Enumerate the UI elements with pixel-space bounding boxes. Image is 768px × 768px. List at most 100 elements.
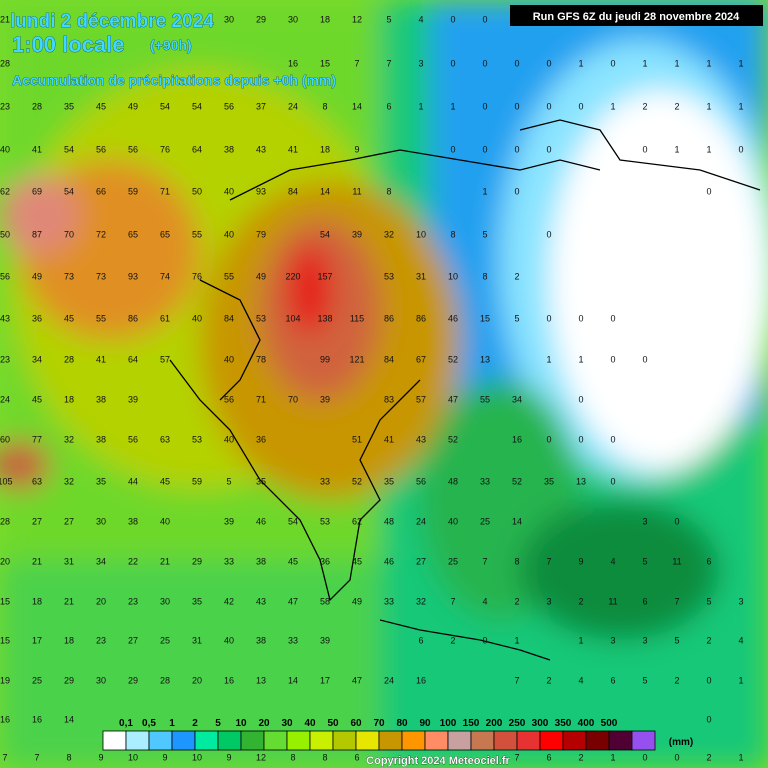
value-grid: 21 30 29 30 18 12 5 4 0 028 16 15 7 7 3 0 0 0 0 1 0 1 1 1 123 28 3… <box>0 14 744 762</box>
title-lead: (+90h) <box>150 37 192 53</box>
grid-value: 39 <box>224 516 234 526</box>
colorbar-label: 150 <box>463 718 480 729</box>
grid-value: 2 <box>514 271 519 281</box>
coastlines <box>169 119 761 661</box>
grid-value: 54 <box>64 144 74 154</box>
grid-value: 45 <box>64 313 74 323</box>
grid-value: 6 <box>610 675 615 685</box>
grid-value: 4 <box>610 556 615 566</box>
grid-value: 53 <box>256 313 266 323</box>
grid-value: 23 <box>0 354 10 364</box>
grid-value: 17 <box>320 675 330 685</box>
colorbar-swatch <box>355 730 380 751</box>
colorbar-label: 20 <box>258 718 270 729</box>
grid-value: 30 <box>96 675 106 685</box>
grid-value: 14 <box>352 101 362 111</box>
grid-value: 43 <box>0 313 10 323</box>
grid-value: 0 <box>546 313 551 323</box>
grid-value: 8 <box>322 752 327 762</box>
run-banner <box>510 5 763 26</box>
grid-value: 3 <box>642 516 647 526</box>
grid-value: 19 <box>0 675 10 685</box>
grid-value: 45 <box>32 394 42 404</box>
grid-value: 35 <box>192 596 202 606</box>
grid-value: 1 <box>738 752 743 762</box>
grid-value: 52 <box>448 354 458 364</box>
grid-value: 45 <box>288 556 298 566</box>
grid-value: 0 <box>482 58 487 68</box>
grid-value: 0 <box>610 434 615 444</box>
grid-value: 7 <box>450 596 455 606</box>
colorbar-swatch <box>286 730 311 751</box>
grid-value: 53 <box>192 434 202 444</box>
grid-value: 55 <box>480 394 490 404</box>
grid-value: 24 <box>384 675 394 685</box>
grid-value: 10 <box>128 752 138 762</box>
grid-value: 8 <box>482 271 487 281</box>
colorbar-swatch <box>539 730 564 751</box>
grid-value: 7 <box>354 58 359 68</box>
colorbar-label: 250 <box>509 718 526 729</box>
grid-value: 20 <box>96 596 106 606</box>
colorbar-label: 40 <box>304 718 316 729</box>
grid-value: 0 <box>674 516 679 526</box>
grid-value: 54 <box>192 101 202 111</box>
grid-value: 28 <box>64 354 74 364</box>
grid-value: 4 <box>482 596 487 606</box>
grid-value: 5 <box>642 556 647 566</box>
grid-value: 78 <box>256 354 266 364</box>
grid-value: 71 <box>160 186 170 196</box>
grid-value: 10 <box>416 229 426 239</box>
grid-value: 34 <box>32 354 42 364</box>
grid-value: 56 <box>96 144 106 154</box>
grid-value: 7 <box>546 556 551 566</box>
colorbar-swatch <box>125 730 150 751</box>
grid-value: 49 <box>352 596 362 606</box>
grid-value: 99 <box>320 354 330 364</box>
grid-value: 21 <box>0 14 10 24</box>
grid-value: 1 <box>514 635 519 645</box>
grid-value: 0 <box>578 394 583 404</box>
grid-value: 56 <box>128 144 138 154</box>
colorbar-swatch <box>470 730 495 751</box>
colorbar-swatch <box>148 730 173 751</box>
colorbar-label: 0,1 <box>119 718 133 729</box>
grid-value: 65 <box>128 229 138 239</box>
grid-value: 20 <box>192 675 202 685</box>
grid-value: 84 <box>224 313 234 323</box>
grid-value: 8 <box>66 752 71 762</box>
colorbar-swatch <box>493 730 518 751</box>
grid-value: 60 <box>0 434 10 444</box>
grid-value: 42 <box>224 596 234 606</box>
grid-value: 13 <box>480 354 490 364</box>
grid-value: 24 <box>416 516 426 526</box>
grid-value: 32 <box>384 229 394 239</box>
grid-value: 0 <box>546 144 551 154</box>
grid-value: 6 <box>418 635 423 645</box>
grid-value: 2 <box>674 101 679 111</box>
grid-value: 28 <box>0 516 10 526</box>
colorbar-label: 60 <box>350 718 362 729</box>
grid-value: 1 <box>706 101 711 111</box>
grid-value: 2 <box>706 635 711 645</box>
grid-value: 16 <box>224 675 234 685</box>
grid-value: 33 <box>480 476 490 486</box>
grid-value: 6 <box>354 752 359 762</box>
grid-value: 21 <box>32 556 42 566</box>
grid-value: 30 <box>160 596 170 606</box>
title-time: 1:00 locale <box>12 32 125 57</box>
grid-value: 1 <box>706 144 711 154</box>
grid-value: 23 <box>96 635 106 645</box>
grid-value: 48 <box>448 476 458 486</box>
grid-value: 12 <box>352 14 362 24</box>
grid-value: 7 <box>514 752 519 762</box>
colorbar-unit: (mm) <box>669 737 693 748</box>
grid-value: 0 <box>578 101 583 111</box>
grid-value: 25 <box>448 556 458 566</box>
grid-value: 63 <box>32 476 42 486</box>
grid-value: 61 <box>160 313 170 323</box>
grid-value: 52 <box>448 434 458 444</box>
grid-value: 51 <box>352 434 362 444</box>
grid-value: 59 <box>192 476 202 486</box>
